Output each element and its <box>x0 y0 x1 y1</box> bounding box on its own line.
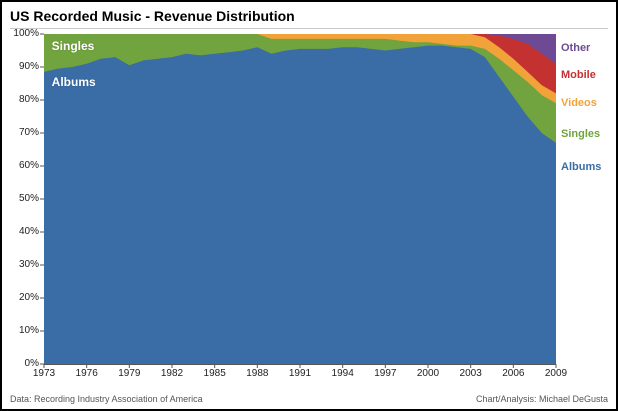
y-tick-label: 80% <box>18 94 39 105</box>
y-tick-label: 10% <box>18 325 39 336</box>
chart-area: 0% 10% 20% 30% 40% 50% 60% 70% 80% 90% 100% Single… <box>8 29 610 382</box>
y-tick-label: 100% <box>13 28 39 39</box>
x-tick-label: 2006 <box>502 368 525 379</box>
legend-label-other: Other <box>561 42 591 55</box>
legend-label-singles: Singles <box>561 128 601 141</box>
x-tick-label: 1994 <box>331 368 354 379</box>
stacked-area-chart <box>40 33 557 368</box>
x-tick-label: 2003 <box>459 368 482 379</box>
y-tick-label: 90% <box>18 61 39 72</box>
legend: Other Mobile Videos Singles Albums <box>556 34 610 364</box>
legend-label-albums: Albums <box>561 161 602 174</box>
x-tick-label: 1979 <box>118 368 141 379</box>
chart-title-row: US Recorded Music - Revenue Distribution <box>10 8 608 29</box>
x-tick-label: 1997 <box>374 368 397 379</box>
x-tick-label: 1991 <box>288 368 312 379</box>
area-albums <box>44 45 556 364</box>
footer-source: Data: Recording Industry Association of … <box>10 394 203 404</box>
legend-label-mobile: Mobile <box>561 68 596 81</box>
y-tick-label: 40% <box>18 226 39 237</box>
footer: Data: Recording Industry Association of … <box>8 394 610 404</box>
x-tick-label: 1976 <box>75 368 98 379</box>
y-axis: 0% 10% 20% 30% 40% 50% 60% 70% 80% 90% 100% <box>8 29 44 369</box>
area-label-albums: Albums <box>51 75 96 90</box>
y-tick-label: 20% <box>18 292 39 303</box>
y-tick-label: 70% <box>18 127 39 138</box>
plot-column: Singles Albums 1973 1976 1979 1982 1985 1988 19… <box>33 33 567 382</box>
footer-credit: Chart/Analysis: Michael DeGusta <box>475 394 608 404</box>
x-tick-label: 1985 <box>203 368 226 379</box>
x-tick-label: 1988 <box>246 368 269 379</box>
x-tick-label: 1982 <box>160 368 184 379</box>
y-tick-label: 0% <box>24 358 39 369</box>
x-tick-label: 2000 <box>416 368 440 379</box>
legend-label-videos: Videos <box>561 96 597 109</box>
page-title: US Recorded Music - Revenue Distribution <box>10 8 295 24</box>
x-axis: 1973 1976 1979 1982 1985 1988 1991 1994 1997 2000… <box>33 368 567 382</box>
y-tick-label: 50% <box>18 193 39 204</box>
y-tick-label: 30% <box>18 259 39 270</box>
plot-area: Singles Albums <box>40 33 557 368</box>
x-tick-label: 2009 <box>544 368 568 379</box>
area-label-singles: Singles <box>51 38 95 53</box>
y-tick-label: 60% <box>18 160 39 171</box>
x-tick-label: 1973 <box>32 368 56 379</box>
